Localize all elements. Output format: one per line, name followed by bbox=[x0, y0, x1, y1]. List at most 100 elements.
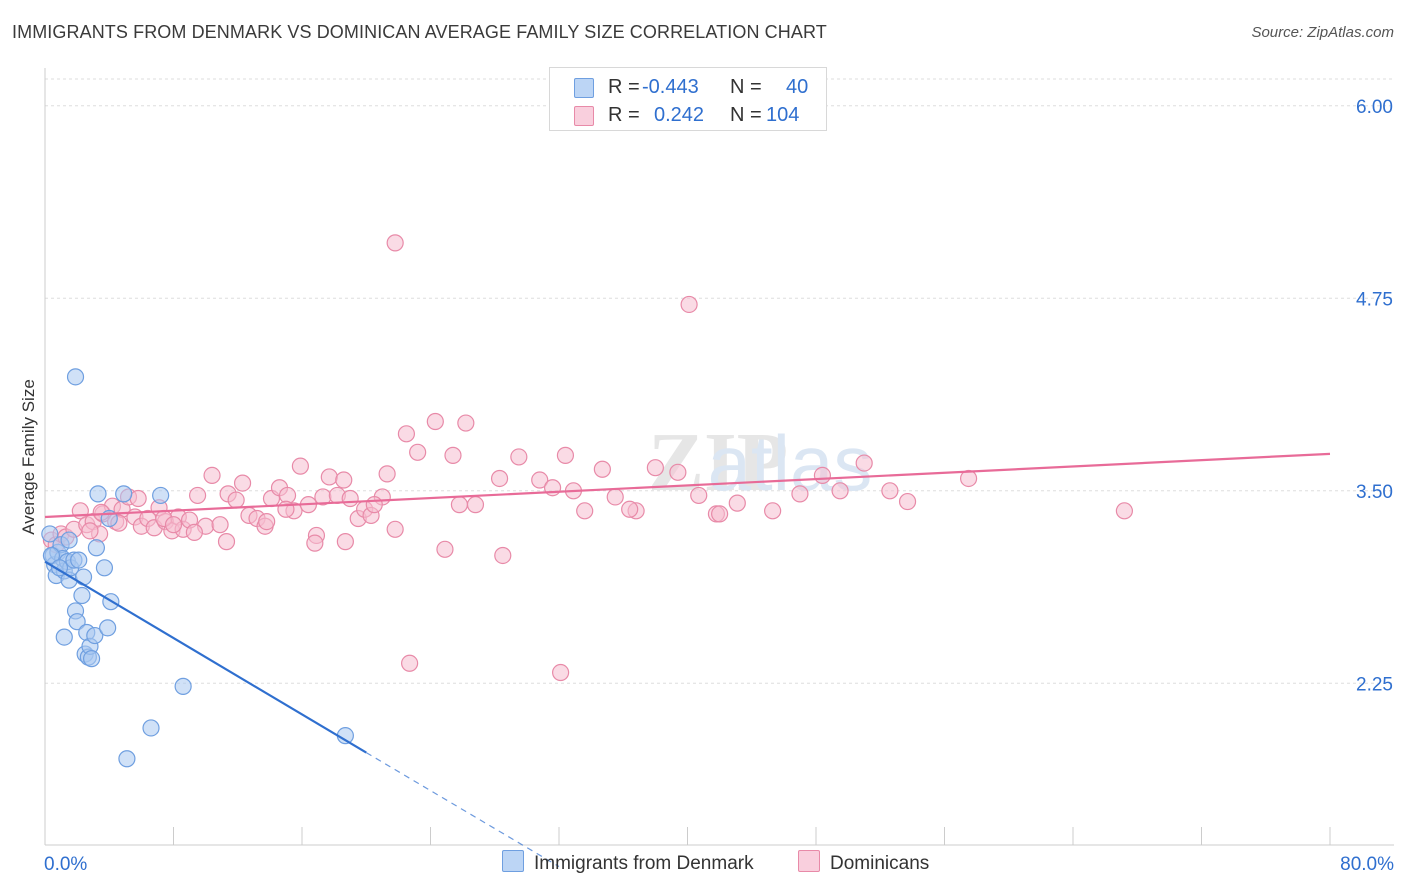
dominican-point bbox=[164, 516, 183, 534]
grid-lines bbox=[45, 78, 1394, 684]
denmark-point bbox=[152, 486, 170, 505]
dominican-point bbox=[397, 425, 416, 443]
denmark-point bbox=[66, 368, 85, 386]
source-credit: Source: ZipAtlas.com bbox=[1251, 24, 1394, 41]
dominican-point bbox=[188, 486, 207, 505]
dominican-point bbox=[680, 295, 698, 314]
denmark-point bbox=[82, 650, 101, 668]
dominican-point bbox=[531, 471, 549, 489]
denmark-point bbox=[86, 626, 104, 645]
denmark-trend-line bbox=[44, 560, 367, 754]
dominican-point bbox=[831, 482, 849, 500]
r-label: R = bbox=[608, 104, 640, 126]
stats-row-denmark: R = -0.443 N = 40 bbox=[550, 74, 826, 102]
legend-label-dominicans: Dominicans bbox=[830, 853, 930, 874]
n-label: N = bbox=[730, 76, 762, 98]
denmark-point bbox=[99, 619, 117, 637]
dominican-point bbox=[306, 534, 324, 552]
dominican-point bbox=[211, 516, 229, 534]
dominican-point bbox=[606, 488, 624, 506]
dominican-point bbox=[258, 512, 276, 531]
denmark-legend-swatch bbox=[502, 850, 524, 872]
dominican-point bbox=[813, 466, 832, 484]
x-tick-label-min: 0.0% bbox=[44, 854, 87, 875]
dominican-point bbox=[646, 459, 664, 477]
dominican-point bbox=[129, 489, 147, 508]
dominican-point bbox=[291, 457, 309, 475]
denmark-point bbox=[87, 539, 106, 557]
dominican-point bbox=[227, 491, 245, 509]
dominican-point bbox=[576, 502, 594, 520]
dominican-point bbox=[386, 234, 404, 252]
denmark-point bbox=[68, 613, 86, 631]
n-value-denmark: 40 bbox=[786, 76, 809, 98]
dominican-point bbox=[233, 474, 252, 492]
dominicans-legend-swatch bbox=[798, 850, 820, 872]
dominican-point bbox=[791, 485, 809, 503]
denmark-point bbox=[73, 586, 91, 605]
dominican-point bbox=[217, 533, 236, 551]
dominican-point bbox=[669, 463, 687, 481]
dominican-point bbox=[450, 496, 469, 514]
dominican-point bbox=[593, 460, 611, 478]
dominican-point bbox=[277, 500, 295, 518]
dominican-point bbox=[466, 496, 485, 514]
denmark-point bbox=[142, 719, 160, 737]
dominican-point bbox=[320, 468, 338, 486]
dominicans-series bbox=[42, 234, 1134, 682]
dominican-point bbox=[621, 500, 639, 518]
dominican-point bbox=[959, 469, 978, 488]
stats-legend: R = -0.443 N = 40 R = 0.242 N = 104 bbox=[549, 67, 827, 131]
dominican-point bbox=[690, 486, 708, 505]
n-value-dominicans: 104 bbox=[766, 104, 800, 126]
stats-row-dominicans: R = 0.242 N = 104 bbox=[550, 102, 826, 130]
dominican-point bbox=[764, 502, 782, 520]
denmark-point bbox=[60, 531, 78, 549]
denmark-point bbox=[41, 525, 59, 543]
dominican-point bbox=[409, 443, 427, 461]
dominican-point bbox=[490, 469, 509, 488]
denmark-series bbox=[41, 368, 354, 768]
dominican-point bbox=[444, 446, 462, 464]
legend-label-denmark: Immigrants from Denmark bbox=[534, 853, 754, 874]
dominican-point bbox=[378, 465, 396, 483]
chart-title: IMMIGRANTS FROM DENMARK VS DOMINICAN AVE… bbox=[12, 22, 827, 42]
y-axis-label: Average Family Size bbox=[19, 379, 38, 535]
dominican-point bbox=[457, 414, 475, 432]
n-label: N = bbox=[730, 104, 762, 126]
y-tick-label: 4.75 bbox=[1356, 289, 1393, 310]
dominican-point bbox=[855, 454, 873, 472]
denmark-point bbox=[42, 546, 61, 565]
legend-item-dominicans: Dominicans bbox=[798, 850, 929, 875]
denmark-swatch bbox=[574, 78, 594, 98]
dominican-point bbox=[510, 448, 528, 466]
dominican-point bbox=[1115, 502, 1134, 520]
denmark-point bbox=[95, 559, 114, 577]
watermark: ZIP bbox=[648, 416, 788, 509]
dominican-point bbox=[203, 466, 221, 484]
dominican-trend-line bbox=[44, 452, 1331, 519]
denmark-point bbox=[55, 628, 73, 646]
trend-lines bbox=[44, 452, 1331, 868]
dominican-point bbox=[81, 522, 99, 540]
dominican-point bbox=[386, 520, 404, 538]
r-value-dominicans: 0.242 bbox=[654, 104, 705, 126]
dominican-point bbox=[336, 533, 354, 551]
denmark-point bbox=[74, 568, 93, 586]
x-tick-label-max: 80.0% bbox=[1340, 854, 1394, 875]
dominicans-swatch bbox=[574, 106, 594, 126]
dominican-point bbox=[365, 496, 383, 514]
y-tick-label: 2.25 bbox=[1356, 674, 1393, 695]
dominican-point bbox=[881, 482, 899, 500]
legend-item-denmark: Immigrants from Denmark bbox=[502, 850, 754, 875]
denmark-trend-extension bbox=[365, 752, 560, 868]
axes bbox=[44, 68, 1394, 846]
dominican-point bbox=[728, 494, 746, 512]
r-value-denmark: -0.443 bbox=[642, 76, 699, 98]
dominican-point bbox=[898, 492, 917, 511]
dominican-point bbox=[494, 546, 512, 565]
dominican-point bbox=[552, 663, 570, 682]
dominican-point bbox=[426, 412, 444, 431]
denmark-point bbox=[118, 750, 136, 768]
